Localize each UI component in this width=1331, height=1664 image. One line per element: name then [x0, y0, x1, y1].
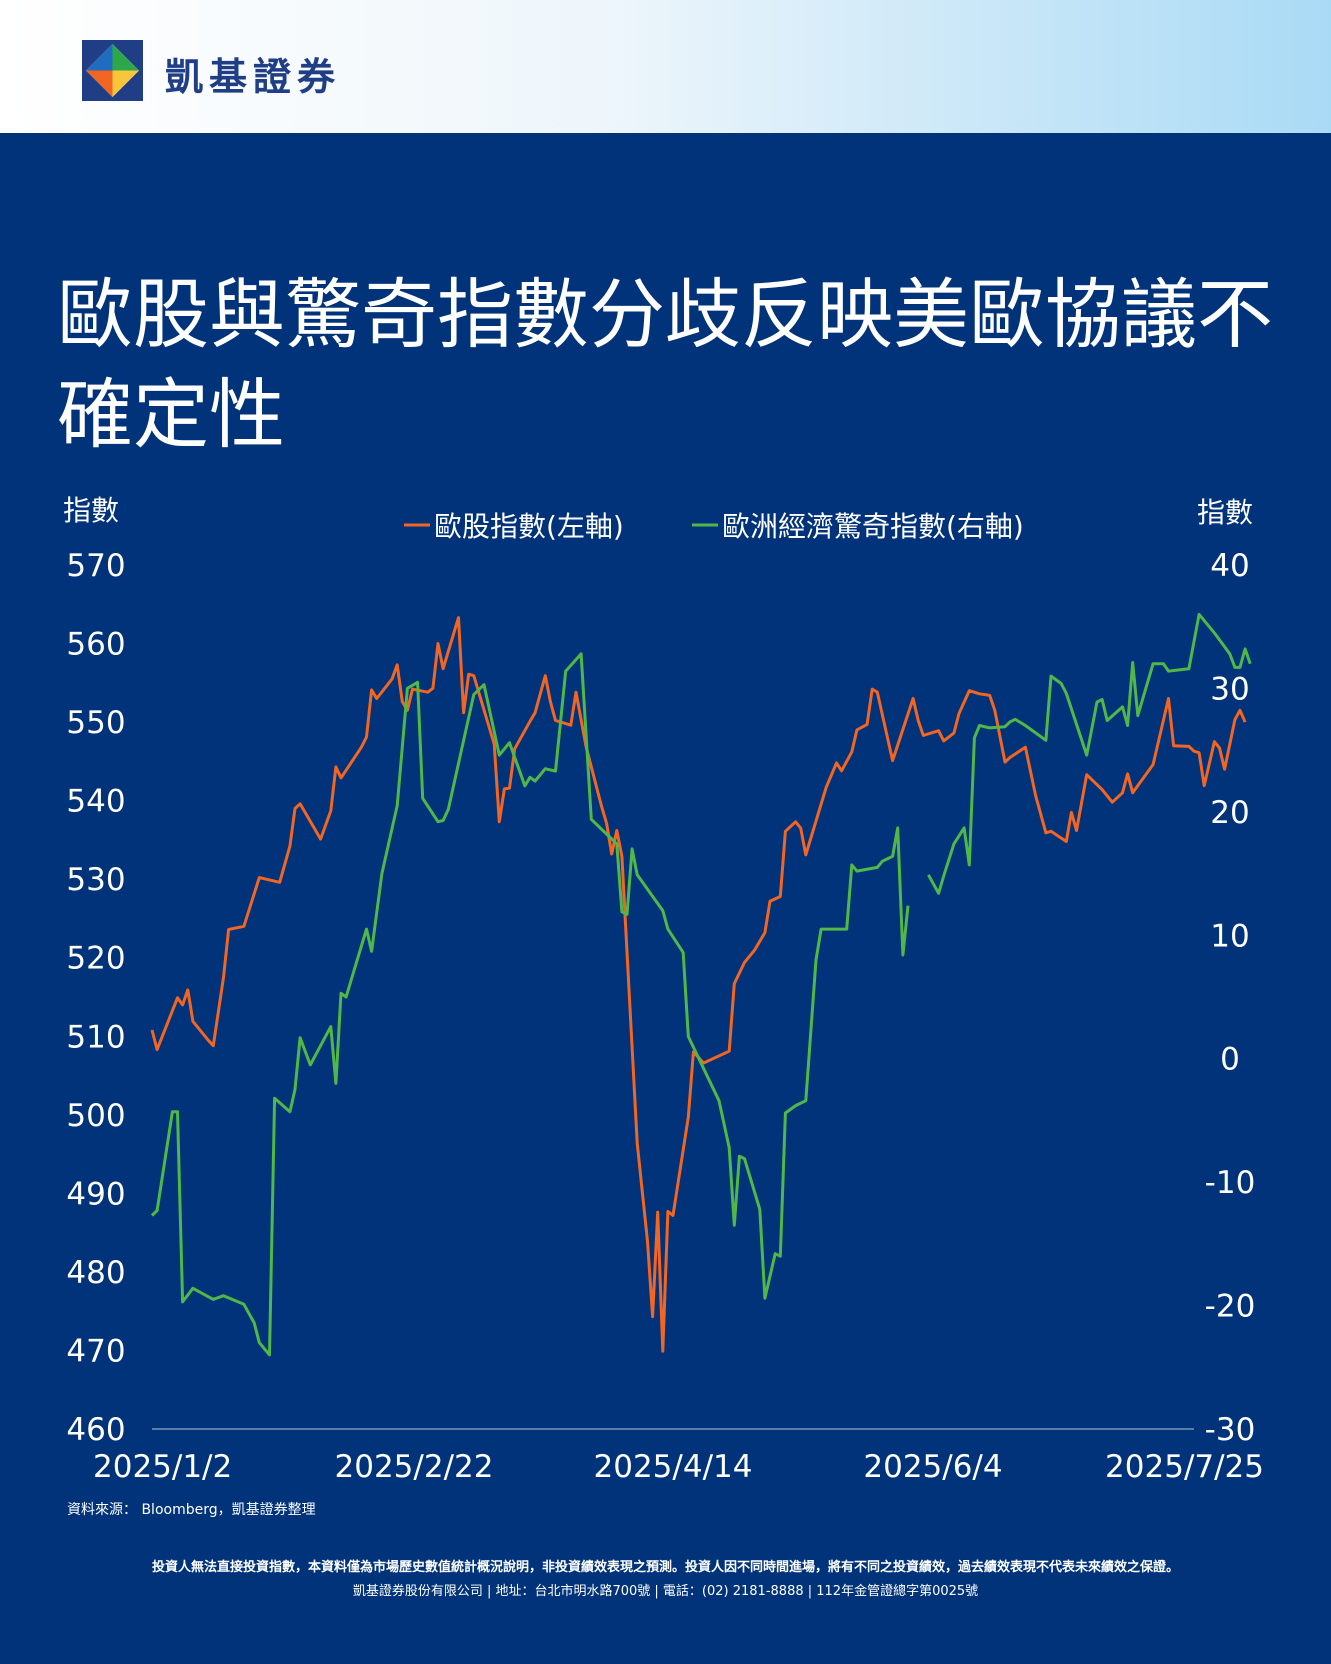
y-axis-left-label: 指數 — [63, 494, 119, 527]
y-right-tick-label: 0 — [1220, 1042, 1240, 1078]
y-left-tick-label: 510 — [66, 1019, 125, 1055]
logo-icon — [82, 40, 143, 101]
y-left-tick-label: 550 — [66, 705, 125, 741]
disclaimer-text: 投資人無法直接投資指數，本資料僅為市場歷史數值統計概況說明，非投資績效表現之預測… — [151, 1560, 1179, 1575]
series-line — [150, 616, 1247, 1353]
y-right-tick-label: 10 — [1210, 918, 1249, 954]
brand-name: 凱基證券 — [165, 55, 342, 99]
y-right-tick-label: -10 — [1205, 1165, 1256, 1201]
y-left-tick-label: 490 — [66, 1176, 125, 1212]
y-left-tick-label: 460 — [66, 1412, 125, 1448]
y-left-tick-label: 520 — [66, 941, 125, 977]
x-tick-label: 2025/1/2 — [93, 1449, 232, 1485]
x-axis-ticks: 2025/1/2 2025/2/22 2025/4/14 2025/6/4 2025/7… — [93, 1449, 1264, 1485]
legend-label: 歐洲經濟驚奇指數(右軸) — [722, 510, 1024, 543]
y-axis-right-ticks: -30 -20 -10 0 10 20 30 40 — [1205, 548, 1256, 1448]
x-tick-label: 2025/6/4 — [863, 1449, 1002, 1485]
y-right-tick-label: 30 — [1210, 671, 1249, 707]
y-left-tick-label: 530 — [66, 862, 125, 898]
series-layer — [150, 612, 1252, 1357]
x-tick-label: 2025/4/14 — [594, 1449, 753, 1485]
y-axis-right-label: 指數 — [1197, 496, 1253, 529]
y-left-tick-label: 560 — [66, 627, 125, 663]
series-line — [150, 652, 910, 1357]
legend-label: 歐股指數(左軸) — [434, 510, 624, 543]
y-right-tick-label: 20 — [1210, 795, 1249, 831]
y-left-tick-label: 470 — [66, 1333, 125, 1369]
series-line — [927, 612, 1252, 895]
y-right-tick-label: 40 — [1210, 548, 1249, 584]
page-title: 歐股與驚奇指數分歧反映美歐協議不確定性 — [57, 270, 1273, 459]
company-info: 凱基證券股份有限公司 | 地址：台北市明水路700號 | 電話：(02) 218… — [352, 1584, 979, 1599]
source-note: 資料來源： Bloomberg，凱基證券整理 — [67, 1502, 316, 1518]
x-tick-label: 2025/2/22 — [335, 1449, 494, 1485]
header-bar: 凱基證券 — [0, 0, 1331, 133]
y-right-tick-label: -30 — [1205, 1412, 1256, 1448]
y-right-tick-label: -20 — [1205, 1289, 1256, 1325]
main-panel — [0, 133, 1331, 1664]
y-left-tick-label: 480 — [66, 1255, 125, 1291]
y-left-tick-label: 500 — [66, 1098, 125, 1134]
chart-legend: 歐股指數(左軸) 歐洲經濟驚奇指數(右軸) — [404, 510, 1024, 543]
y-axis-left-ticks: 460 470 480 490 500 510 520 530 540 550 560 570 — [66, 548, 125, 1448]
y-left-tick-label: 540 — [66, 784, 125, 820]
y-left-tick-label: 570 — [66, 548, 125, 584]
x-tick-label: 2025/7/25 — [1105, 1449, 1264, 1485]
